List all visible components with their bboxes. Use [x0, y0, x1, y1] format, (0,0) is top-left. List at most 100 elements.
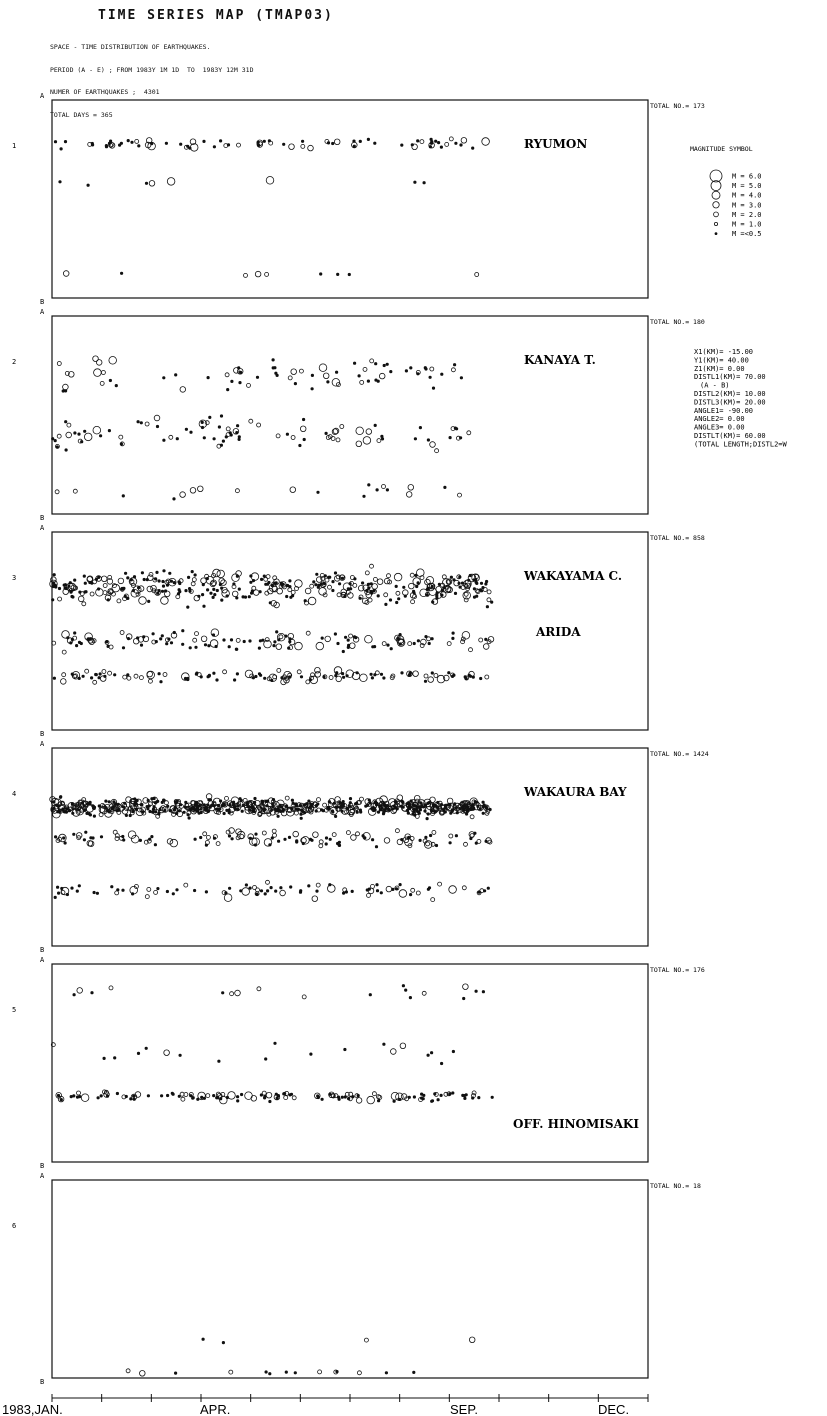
- event-point: [311, 801, 319, 809]
- event-point: [437, 582, 441, 587]
- total-count: TOTAL NO.= 858: [650, 534, 705, 542]
- event-point: [215, 588, 219, 593]
- event-point: [83, 429, 87, 433]
- event-point: [298, 368, 304, 374]
- event-point: [374, 845, 379, 849]
- event-point: [162, 376, 166, 380]
- event-point: [115, 1091, 120, 1096]
- event-point: [369, 358, 375, 364]
- event-point: [419, 1092, 424, 1096]
- event-point: [266, 676, 272, 682]
- event-point: [259, 577, 264, 582]
- event-point: [107, 575, 113, 580]
- event-point: [235, 672, 239, 676]
- event-point: [212, 437, 216, 441]
- event-point: [164, 637, 170, 643]
- event-point: [164, 589, 168, 593]
- event-point: [201, 592, 205, 597]
- event-point: [341, 675, 346, 679]
- event-point: [337, 582, 342, 586]
- event-point: [375, 1094, 381, 1100]
- event-point: [166, 804, 170, 808]
- event-point: [227, 1091, 236, 1100]
- event-point: [484, 579, 489, 584]
- event-point: [276, 839, 281, 843]
- event-point: [401, 984, 405, 988]
- event-point: [86, 576, 93, 583]
- event-point: [206, 375, 210, 380]
- event-point: [119, 441, 125, 447]
- event-point: [99, 835, 104, 839]
- event-point: [345, 669, 354, 678]
- event-point: [272, 643, 276, 648]
- event-point: [119, 835, 124, 841]
- axis-label-top: A: [40, 308, 45, 316]
- event-point: [315, 889, 319, 893]
- legend-label: M = 1.0: [732, 221, 762, 229]
- legend-symbol: [711, 190, 721, 200]
- event-point: [453, 802, 457, 806]
- event-point: [385, 362, 389, 366]
- event-point: [355, 1097, 363, 1104]
- event-point: [224, 435, 228, 439]
- event-point: [275, 630, 279, 634]
- event-point: [357, 374, 361, 378]
- event-point: [333, 666, 343, 675]
- event-point: [115, 809, 119, 813]
- event-point: [274, 806, 281, 813]
- event-point: [479, 581, 484, 585]
- event-point: [139, 803, 143, 807]
- event-point: [189, 138, 197, 145]
- event-point: [162, 798, 166, 802]
- event-point: [458, 585, 462, 589]
- event-point: [419, 139, 425, 145]
- event-point: [264, 271, 270, 277]
- event-point: [49, 796, 56, 803]
- event-point: [110, 885, 114, 889]
- event-point: [380, 437, 385, 441]
- event-point: [186, 144, 190, 148]
- total-count: TOTAL NO.= 1424: [650, 750, 709, 758]
- event-point: [364, 600, 370, 605]
- event-point: [92, 890, 96, 895]
- event-point: [265, 889, 270, 893]
- event-point: [290, 807, 294, 811]
- event-point: [375, 488, 379, 492]
- event-point: [172, 808, 177, 812]
- event-point: [211, 633, 216, 637]
- event-point: [398, 642, 402, 646]
- event-point: [124, 813, 129, 818]
- event-point: [209, 591, 213, 595]
- event-point: [445, 578, 453, 585]
- event-point: [51, 581, 56, 585]
- event-point: [337, 843, 341, 847]
- event-point: [112, 800, 116, 804]
- event-point: [193, 837, 197, 841]
- event-point: [315, 641, 324, 651]
- event-point: [394, 828, 400, 834]
- event-point: [442, 586, 446, 590]
- event-point: [382, 1042, 386, 1046]
- event-point: [246, 805, 250, 809]
- param-line: DISTL1(KM)= 70.00: [694, 373, 766, 381]
- event-point: [411, 143, 418, 150]
- event-point: [122, 586, 126, 591]
- event-point: [417, 811, 421, 815]
- event-point: [487, 636, 495, 643]
- event-point: [221, 589, 230, 598]
- event-point: [347, 804, 351, 808]
- event-point: [272, 674, 278, 680]
- event-point: [460, 137, 468, 144]
- event-point: [268, 583, 278, 592]
- event-point: [448, 1092, 452, 1096]
- event-point: [486, 886, 490, 890]
- event-point: [204, 573, 210, 579]
- event-point: [59, 147, 63, 151]
- event-point: [162, 438, 166, 442]
- event-point: [213, 592, 217, 597]
- event-point: [136, 1051, 141, 1056]
- event-point: [216, 569, 225, 579]
- event-point: [328, 798, 335, 805]
- event-point: [368, 993, 372, 997]
- event-point: [391, 804, 397, 810]
